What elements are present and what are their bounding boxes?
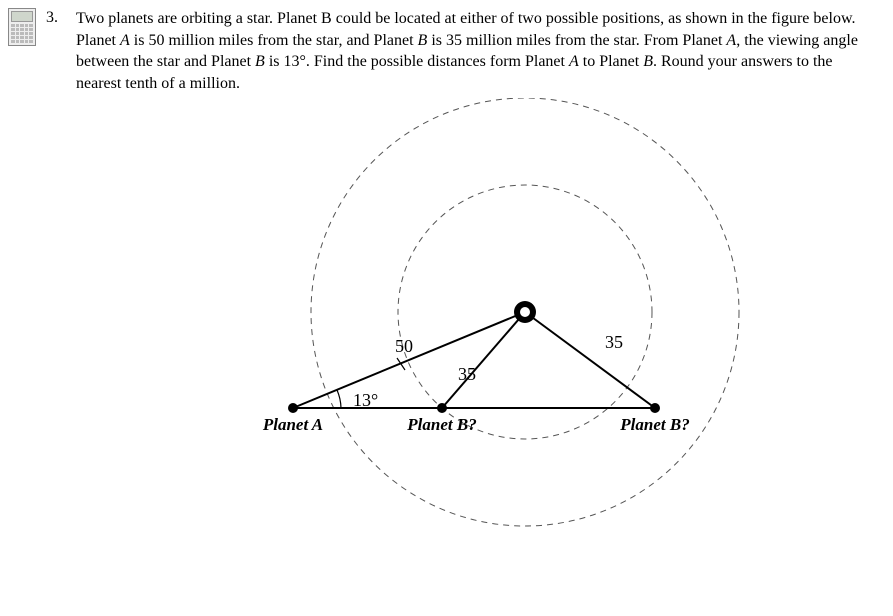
planet-var: A	[120, 32, 130, 49]
calculator-screen	[11, 11, 33, 22]
angle-arc	[337, 390, 341, 408]
orbit-diagram: 50 35 35 13° Planet A Planet B? Planet B?	[195, 98, 755, 568]
star-hole	[520, 307, 530, 317]
label-50: 50	[395, 336, 413, 356]
planet-var: B	[255, 53, 265, 70]
planet-a-point	[288, 403, 298, 413]
edge-star-bnear	[442, 312, 525, 408]
label-35-inner: 35	[458, 364, 476, 384]
text-part: is 35 million miles from the star. From …	[427, 32, 726, 49]
planet-var: B	[418, 32, 428, 49]
text-part: is 50 million miles from the star, and P…	[130, 32, 418, 49]
label-planet-b-near: Planet B?	[406, 415, 476, 434]
label-angle: 13°	[353, 390, 378, 410]
planet-var: B	[643, 53, 653, 70]
calculator-icon	[8, 8, 36, 46]
label-planet-b-far: Planet B?	[619, 415, 689, 434]
figure-container: 50 35 35 13° Planet A Planet B? Planet B?	[76, 98, 873, 568]
text-part: to Planet	[579, 53, 643, 70]
problem-text: Two planets are orbiting a star. Planet …	[76, 8, 873, 568]
planet-var: A	[569, 53, 579, 70]
label-planet-a: Planet A	[261, 415, 322, 434]
text-part: is 13°. Find the possible distances form…	[265, 53, 569, 70]
planet-b-near-point	[437, 403, 447, 413]
edge-a-star	[293, 312, 525, 408]
problem-number: 3.	[46, 8, 76, 27]
problem-row: 3. Two planets are orbiting a star. Plan…	[8, 8, 873, 568]
planet-var: A	[726, 32, 736, 49]
label-35-outer: 35	[605, 332, 623, 352]
calculator-keys	[11, 24, 33, 43]
planet-b-far-point	[650, 403, 660, 413]
edge-star-bfar	[525, 312, 655, 408]
